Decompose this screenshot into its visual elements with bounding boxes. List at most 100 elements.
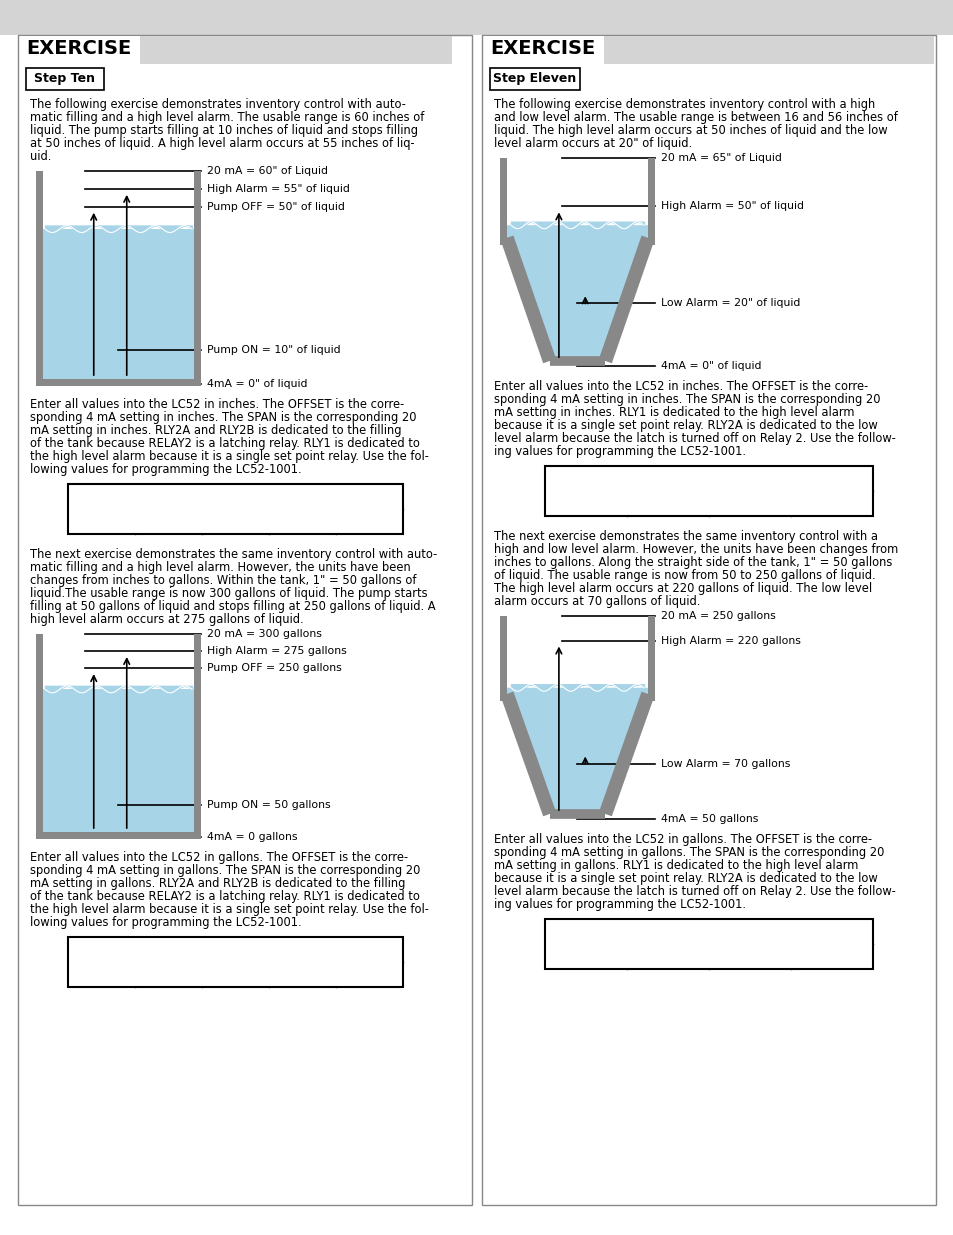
Text: EXERCISE: EXERCISE bbox=[26, 40, 132, 58]
Text: sponding 4 mA setting in inches. The SPAN is the corresponding 20: sponding 4 mA setting in inches. The SPA… bbox=[494, 393, 880, 406]
Bar bbox=[20, 36, 452, 64]
Text: RLY2A: RLY2A bbox=[281, 490, 324, 503]
Text: SPAN: SPAN bbox=[151, 490, 188, 503]
Text: 275: 275 bbox=[224, 968, 248, 981]
Text: level alarm because the latch is turned off on Relay 2. Use the follow-: level alarm because the latch is turned … bbox=[494, 432, 895, 445]
Bar bbox=[499, 616, 506, 701]
Text: High Alarm = 55" of liquid: High Alarm = 55" of liquid bbox=[207, 184, 350, 194]
Text: level alarm because the latch is turned off on Relay 2. Use the follow-: level alarm because the latch is turned … bbox=[494, 885, 895, 898]
Text: RLY2B: RLY2B bbox=[348, 944, 391, 956]
Text: high and low level alarm. However, the units have been changes from: high and low level alarm. However, the u… bbox=[494, 543, 898, 556]
Text: Enter all values into the LC52 in gallons. The OFFSET is the corre-: Enter all values into the LC52 in gallon… bbox=[30, 851, 408, 864]
Text: mA setting in gallons. RLY2A and RLY2B is dedicated to the filling: mA setting in gallons. RLY2A and RLY2B i… bbox=[30, 877, 405, 890]
Polygon shape bbox=[506, 225, 647, 361]
Text: RLY2A: RLY2A bbox=[281, 944, 324, 956]
Text: RLY2B: RLY2B bbox=[348, 490, 391, 503]
Text: Low Alarm = 70 gallons: Low Alarm = 70 gallons bbox=[660, 758, 789, 768]
Text: RLY1: RLY1 bbox=[733, 472, 766, 485]
Text: mA setting in gallons. RLY1 is dedicated to the high level alarm: mA setting in gallons. RLY1 is dedicated… bbox=[494, 860, 858, 872]
Text: the high level alarm because it is a single set point relay. Use the fol-: the high level alarm because it is a sin… bbox=[30, 903, 429, 916]
Text: RLY1: RLY1 bbox=[733, 925, 766, 939]
Bar bbox=[193, 170, 201, 387]
Text: sponding 4 mA setting in gallons. The SPAN is the corresponding 20: sponding 4 mA setting in gallons. The SP… bbox=[494, 846, 883, 860]
Text: The next exercise demonstrates the same inventory control with auto-: The next exercise demonstrates the same … bbox=[30, 548, 436, 561]
Bar bbox=[43, 228, 193, 379]
Text: mA setting in inches. RLY2A and RLY2B is dedicated to the filling: mA setting in inches. RLY2A and RLY2B is… bbox=[30, 424, 401, 437]
Text: of liquid. The usable range is now from 50 to 250 gallons of liquid.: of liquid. The usable range is now from … bbox=[494, 569, 875, 582]
Bar bbox=[26, 68, 104, 90]
Text: at 50 inches of liquid. A high level alarm occurs at 55 inches of liq-: at 50 inches of liquid. A high level ala… bbox=[30, 137, 415, 149]
Bar bbox=[69, 937, 403, 987]
Text: Pump ON = 10" of liquid: Pump ON = 10" of liquid bbox=[207, 345, 340, 356]
Text: OFFSET: OFFSET bbox=[75, 944, 129, 956]
Text: lowing values for programming the LC52-1001.: lowing values for programming the LC52-1… bbox=[30, 916, 301, 929]
Text: 50.0: 50.0 bbox=[735, 496, 763, 510]
Text: 20.0: 20.0 bbox=[818, 496, 845, 510]
Text: OFFSET: OFFSET bbox=[558, 472, 612, 485]
Text: mA setting in inches. RLY1 is dedicated to the high level alarm: mA setting in inches. RLY1 is dedicated … bbox=[494, 406, 854, 419]
Bar bbox=[43, 689, 193, 832]
Text: 0.0: 0.0 bbox=[91, 515, 112, 529]
Text: RLY2A: RLY2A bbox=[810, 472, 853, 485]
Bar bbox=[483, 36, 603, 64]
Text: 50: 50 bbox=[361, 968, 377, 981]
Text: liquid.The usable range is now 300 gallons of liquid. The pump starts: liquid.The usable range is now 300 gallo… bbox=[30, 587, 427, 600]
Text: 4mA = 0 gallons: 4mA = 0 gallons bbox=[207, 832, 297, 842]
Text: ing values for programming the LC52-1001.: ing values for programming the LC52-1001… bbox=[494, 898, 745, 911]
Polygon shape bbox=[506, 688, 647, 814]
Text: RLY1: RLY1 bbox=[219, 944, 253, 956]
Text: Enter all values into the LC52 in inches. The OFFSET is the corre-: Enter all values into the LC52 in inches… bbox=[494, 380, 867, 393]
Bar bbox=[193, 634, 201, 839]
Text: sponding 4 mA setting in gallons. The SPAN is the corresponding 20: sponding 4 mA setting in gallons. The SP… bbox=[30, 864, 420, 877]
Text: the high level alarm because it is a single set point relay. Use the fol-: the high level alarm because it is a sin… bbox=[30, 450, 429, 463]
Text: Pump ON = 50 gallons: Pump ON = 50 gallons bbox=[207, 800, 331, 810]
Text: 20 mA = 65" of Liquid: 20 mA = 65" of Liquid bbox=[660, 153, 781, 163]
Text: matic filling and a high level alarm. The usable range is 60 inches of: matic filling and a high level alarm. Th… bbox=[30, 111, 424, 124]
Text: 300: 300 bbox=[157, 968, 181, 981]
Bar bbox=[544, 919, 872, 969]
Bar bbox=[490, 68, 579, 90]
Text: 0: 0 bbox=[98, 968, 106, 981]
Text: SPAN: SPAN bbox=[151, 944, 188, 956]
Text: 4mA = 50 gallons: 4mA = 50 gallons bbox=[660, 814, 758, 824]
Text: sponding 4 mA setting in inches. The SPAN is the corresponding 20: sponding 4 mA setting in inches. The SPA… bbox=[30, 411, 416, 424]
Text: 250: 250 bbox=[656, 950, 679, 963]
Text: 4mA = 0" of liquid: 4mA = 0" of liquid bbox=[660, 361, 760, 370]
Text: RLY2A: RLY2A bbox=[810, 925, 853, 939]
Text: High Alarm = 275 gallons: High Alarm = 275 gallons bbox=[207, 646, 346, 656]
Text: OFFSET: OFFSET bbox=[558, 925, 612, 939]
Text: 10.0: 10.0 bbox=[355, 515, 383, 529]
Text: 20 mA = 60" of Liquid: 20 mA = 60" of Liquid bbox=[207, 165, 328, 177]
Text: filling at 50 gallons of liquid and stops filling at 250 gallons of liquid. A: filling at 50 gallons of liquid and stop… bbox=[30, 600, 436, 613]
Text: because it is a single set point relay. RLY2A is dedicated to the low: because it is a single set point relay. … bbox=[494, 419, 877, 432]
Bar bbox=[647, 616, 655, 701]
Text: uid.: uid. bbox=[30, 149, 51, 163]
Text: 50: 50 bbox=[578, 950, 594, 963]
Text: 56.0: 56.0 bbox=[654, 496, 681, 510]
Text: 60.0: 60.0 bbox=[155, 515, 183, 529]
Text: 250: 250 bbox=[291, 968, 314, 981]
Text: matic filling and a high level alarm. However, the units have been: matic filling and a high level alarm. Ho… bbox=[30, 561, 411, 574]
Text: of the tank because RELAY2 is a latching relay. RLY1 is dedicated to: of the tank because RELAY2 is a latching… bbox=[30, 437, 419, 450]
Text: 20 mA = 300 gallons: 20 mA = 300 gallons bbox=[207, 629, 321, 638]
Text: Step Eleven: Step Eleven bbox=[493, 72, 576, 85]
Text: 16.0: 16.0 bbox=[572, 496, 599, 510]
Text: changes from inches to gallons. Within the tank, 1" = 50 gallons of: changes from inches to gallons. Within t… bbox=[30, 574, 416, 587]
Text: of the tank because RELAY2 is a latching relay. RLY1 is dedicated to: of the tank because RELAY2 is a latching… bbox=[30, 890, 419, 903]
Text: EXERCISE: EXERCISE bbox=[490, 40, 595, 58]
Text: 50.0: 50.0 bbox=[289, 515, 316, 529]
Text: 20 mA = 250 gallons: 20 mA = 250 gallons bbox=[660, 611, 775, 621]
Bar bbox=[69, 484, 403, 534]
Bar bbox=[36, 170, 43, 387]
Bar bbox=[483, 36, 933, 64]
Bar bbox=[647, 158, 655, 245]
Text: inches to gallons. Along the straight side of the tank, 1" = 50 gallons: inches to gallons. Along the straight si… bbox=[494, 556, 891, 569]
Text: The following exercise demonstrates inventory control with a high: The following exercise demonstrates inve… bbox=[494, 98, 874, 111]
Bar bbox=[481, 35, 935, 1205]
Text: High Alarm = 220 gallons: High Alarm = 220 gallons bbox=[660, 636, 800, 646]
Text: High Alarm = 50" of liquid: High Alarm = 50" of liquid bbox=[660, 201, 803, 211]
Text: Pump OFF = 250 gallons: Pump OFF = 250 gallons bbox=[207, 663, 341, 673]
Text: The following exercise demonstrates inventory control with auto-: The following exercise demonstrates inve… bbox=[30, 98, 405, 111]
Text: 4mA = 0" of liquid: 4mA = 0" of liquid bbox=[207, 379, 307, 389]
Bar bbox=[499, 158, 506, 245]
